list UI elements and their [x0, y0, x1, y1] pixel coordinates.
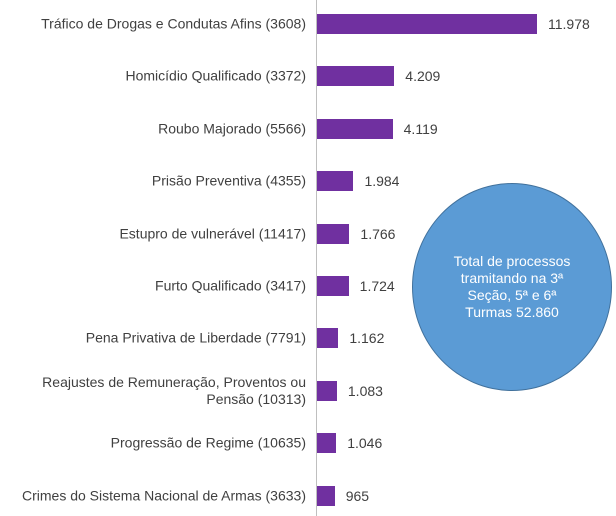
category-label: Estupro de vulnerável (11417) [119, 225, 306, 242]
category-label: Homicídio Qualificado (3372) [125, 67, 306, 84]
bar [317, 433, 337, 454]
value-label: 1.724 [359, 278, 395, 294]
bar [317, 328, 339, 349]
annotation: Total de processos tramitando na 3ª Seçã… [412, 183, 612, 391]
value-label: 965 [345, 487, 370, 504]
bar [317, 485, 335, 506]
bar [317, 171, 354, 192]
value-label: 1.162 [349, 330, 385, 347]
bar [317, 223, 350, 244]
category-label: Pena Privativa de Liberdade (7791) [85, 329, 306, 346]
bar [317, 276, 349, 296]
value-label: 1.766 [360, 225, 396, 242]
category-label: Tráfico de Drogas e Condutas Afins (3608… [41, 15, 306, 32]
bar [317, 118, 393, 139]
value-label: 1.046 [347, 435, 383, 452]
category-label: Crimes do Sistema Nacional de Armas (363… [21, 487, 306, 504]
bar [317, 66, 395, 87]
value-label: 4.119 [403, 120, 438, 137]
value-label: 1.984 [364, 173, 400, 190]
value-label: 11.978 [548, 16, 590, 32]
value-label: 4.209 [405, 68, 441, 85]
category-label: Reajustes de Remuneração, Proventos ou P… [42, 373, 306, 407]
category-label: Furto Qualificado (3417) [155, 277, 306, 294]
bar [317, 380, 337, 401]
axis-line [316, 0, 317, 516]
category-label: Roubo Majorado (5566) [158, 120, 306, 137]
category-label: Prisão Preventiva (4355) [151, 172, 306, 189]
value-label: 1.083 [347, 382, 383, 399]
category-label: Progressão de Regime (10635) [110, 434, 306, 451]
bar [317, 14, 537, 34]
